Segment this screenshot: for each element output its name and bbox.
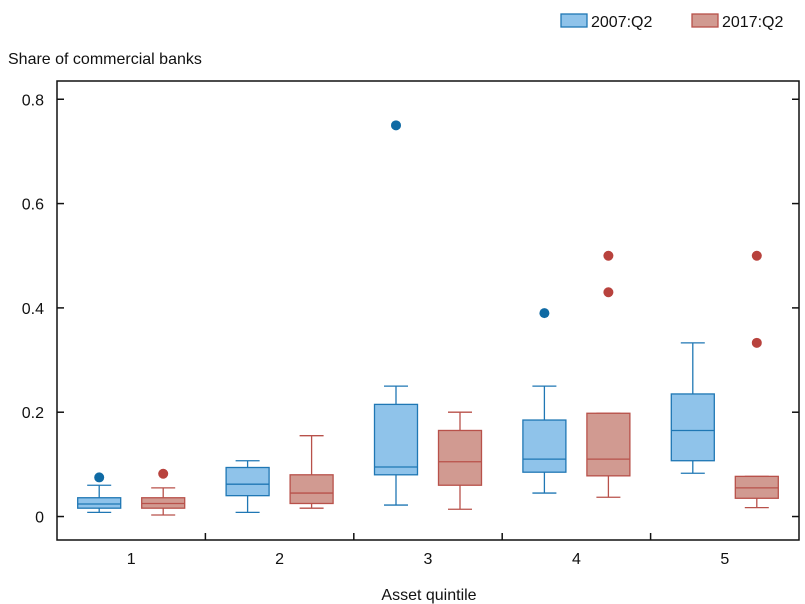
y-tick-label: 0.8 bbox=[22, 92, 44, 109]
box-2007:Q2-3 bbox=[373, 120, 419, 506]
box-2007:Q2-5 bbox=[670, 342, 715, 474]
box-body bbox=[522, 419, 567, 473]
x-tick-label: 4 bbox=[572, 551, 581, 568]
outlier-point bbox=[751, 337, 762, 348]
box-body bbox=[225, 466, 270, 497]
legend-label: 2007:Q2 bbox=[591, 14, 652, 31]
box-2017:Q2-4 bbox=[586, 250, 631, 498]
legend-swatch bbox=[691, 13, 719, 28]
x-tick-label: 1 bbox=[127, 551, 136, 568]
y-tick-label: 0.2 bbox=[22, 405, 44, 422]
box-body bbox=[289, 474, 334, 505]
x-axis-title: Asset quintile bbox=[381, 587, 476, 604]
outlier-point bbox=[539, 308, 550, 319]
box-2007:Q2-4 bbox=[522, 308, 567, 494]
box-2017:Q2-2 bbox=[289, 435, 334, 509]
legend-item-2007:Q2: 2007:Q2 bbox=[560, 13, 652, 31]
box-body bbox=[373, 403, 419, 476]
box-2017:Q2-1 bbox=[141, 468, 186, 516]
outlier-point bbox=[603, 250, 614, 261]
plot-frame bbox=[56, 80, 800, 541]
outlier-point bbox=[603, 287, 614, 298]
box-body bbox=[77, 497, 122, 509]
x-tick-label: 2 bbox=[275, 551, 284, 568]
y-tick-label: 0.6 bbox=[22, 197, 44, 214]
box-body bbox=[670, 393, 715, 462]
box-2007:Q2-1 bbox=[77, 472, 122, 514]
y-tick-label: 0 bbox=[35, 510, 44, 527]
x-tick-label: 5 bbox=[720, 551, 729, 568]
legend: 2007:Q2 2017:Q2 bbox=[560, 13, 783, 31]
outlier-point bbox=[391, 120, 401, 131]
plot-area: 0 0.2 0.4 0.6 0.8 1 2 3 4 5 bbox=[22, 80, 800, 568]
y-axis-title: Share of commercial banks bbox=[8, 51, 202, 68]
legend-label: 2017:Q2 bbox=[722, 14, 783, 31]
box-body bbox=[437, 429, 483, 486]
outlier-point bbox=[94, 472, 105, 483]
box-2007:Q2-2 bbox=[225, 460, 270, 514]
legend-item-2017:Q2: 2017:Q2 bbox=[691, 13, 783, 31]
outlier-point bbox=[158, 468, 169, 479]
y-tick-label: 0.4 bbox=[22, 301, 44, 318]
box-body bbox=[586, 412, 631, 477]
legend-swatch bbox=[560, 13, 588, 28]
outlier-point bbox=[751, 250, 762, 261]
x-tick-label: 3 bbox=[424, 551, 433, 568]
box-2017:Q2-5 bbox=[734, 250, 779, 509]
box-2017:Q2-3 bbox=[437, 411, 483, 510]
